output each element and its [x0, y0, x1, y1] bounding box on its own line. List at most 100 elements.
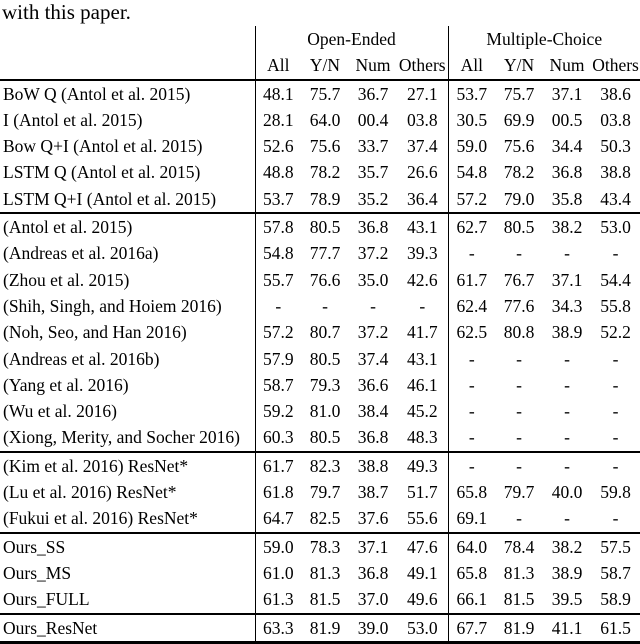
- cell-multiple-choice-all: -: [447, 345, 496, 372]
- column-header-open-ended-all: All: [254, 52, 301, 81]
- cell-multiple-choice-others: 43.4: [600, 188, 631, 209]
- table-row: LSTM Q+I (Antol et al. 2015) 53.7 78.9 35.2…: [0, 185, 640, 214]
- paragraph-text: with this paper.: [2, 0, 131, 24]
- cell-open-ended-yn: 81.3: [309, 562, 341, 583]
- cell-open-ended-yn: 78.3: [301, 531, 349, 560]
- cell-open-ended-num: 37.2: [357, 322, 389, 343]
- cell-multiple-choice-num: -: [564, 374, 570, 395]
- cell-open-ended-all: 59.2: [254, 398, 301, 425]
- cell-open-ended-yn: 80.7: [309, 322, 341, 343]
- row-label: (Kim et al. 2016) ResNet*: [0, 450, 255, 480]
- cell-multiple-choice-others: -: [591, 450, 640, 480]
- row-label: BoW Q (Antol et al. 2015): [3, 83, 191, 104]
- cell-multiple-choice-yn: -: [516, 243, 522, 264]
- cell-multiple-choice-num: 41.1: [543, 612, 592, 644]
- cell-open-ended-num: 38.7: [357, 482, 389, 503]
- cell-open-ended-yn: 75.6: [309, 136, 341, 157]
- cell-multiple-choice-num: 38.9: [551, 562, 583, 583]
- cell-multiple-choice-num: 37.1: [551, 269, 583, 290]
- cell-multiple-choice-num: -: [564, 348, 570, 369]
- column-header-multiple-choice-others: Others: [591, 52, 640, 81]
- cell-open-ended-others: 37.4: [406, 136, 438, 157]
- cell-multiple-choice-num: 39.5: [551, 589, 583, 610]
- cell-multiple-choice-others: 54.4: [600, 269, 631, 290]
- cell-multiple-choice-yn: 75.7: [503, 83, 535, 104]
- row-label: Ours_SS: [0, 531, 255, 560]
- cell-open-ended-yn: 77.7: [309, 243, 341, 264]
- results-table: Open-Ended Multiple-Choice All Y/N Num O…: [0, 26, 640, 644]
- table-row: (Andreas et al. 2016a) 54.8 77.7 37.2 39.3- -…: [0, 240, 640, 267]
- cell-open-ended-num: 00.4: [357, 109, 389, 130]
- table-row: (Kim et al. 2016) ResNet* 61.7 82.3 38.8 49.…: [0, 450, 640, 480]
- cell-open-ended-yn: 64.0: [309, 109, 341, 130]
- cell-open-ended-num: 33.7: [357, 136, 389, 157]
- cell-open-ended-all: -: [254, 292, 301, 320]
- cell-multiple-choice-all: 57.2: [447, 185, 496, 214]
- cell-multiple-choice-others: 59.8: [600, 482, 631, 503]
- cell-open-ended-all: 57.2: [254, 319, 301, 346]
- cell-open-ended-yn: 76.6: [309, 269, 341, 290]
- row-label: (Noh, Seo, and Han 2016): [3, 322, 187, 343]
- cell-open-ended-all: 59.0: [254, 531, 301, 560]
- cell-open-ended-all: 61.0: [254, 559, 301, 587]
- cell-multiple-choice-others: 58.9: [600, 589, 631, 610]
- cell-multiple-choice-others: 50.3: [600, 136, 631, 157]
- cell-multiple-choice-others: 52.2: [600, 322, 631, 343]
- cell-open-ended-yn: 82.5: [309, 508, 341, 529]
- row-label: (Yang et al. 2016): [3, 374, 129, 395]
- table-row: (Xiong, Merity, and Socher 2016) 60.3 80.5…: [0, 424, 640, 452]
- cell-multiple-choice-yn: -: [495, 450, 544, 480]
- cell-multiple-choice-others: -: [612, 427, 619, 448]
- cell-open-ended-all: 55.7: [254, 266, 301, 293]
- cell-multiple-choice-num: 36.8: [551, 162, 583, 183]
- cell-open-ended-others: 39.3: [406, 243, 438, 264]
- cell-open-ended-yn: 81.9: [301, 612, 349, 644]
- table-row: (Andreas et al. 2016b) 57.9 80.5 37.4 43.1- -…: [0, 345, 640, 372]
- cell-multiple-choice-num: 38.2: [543, 531, 592, 560]
- corner-cell: [0, 52, 255, 81]
- cell-open-ended-yn: 80.5: [309, 348, 341, 369]
- cell-multiple-choice-all: 30.5: [447, 106, 496, 134]
- cell-open-ended-yn: 80.5: [301, 212, 349, 241]
- table-row: Ours_FULL 61.3 81.5 37.0 49.6 66.1 81.5 39.5 58.…: [0, 586, 640, 614]
- cell-open-ended-all: 53.7: [254, 185, 301, 214]
- cell-multiple-choice-num: -: [564, 243, 570, 264]
- cell-multiple-choice-num: 37.1: [551, 83, 583, 104]
- cell-multiple-choice-yn: 80.8: [503, 322, 535, 343]
- cell-multiple-choice-yn: 80.5: [495, 212, 544, 241]
- cell-open-ended-others: 41.7: [406, 322, 438, 343]
- row-label: Ours_MS: [3, 562, 72, 583]
- cell-multiple-choice-yn: -: [516, 348, 522, 369]
- row-label: (Shih, Singh, and Hoiem 2016): [3, 295, 222, 316]
- cell-open-ended-yn: 79.3: [309, 374, 341, 395]
- cell-multiple-choice-all: -: [447, 371, 496, 399]
- cell-multiple-choice-yn: -: [516, 427, 522, 448]
- cell-multiple-choice-num: 35.8: [551, 188, 583, 209]
- cell-open-ended-others: 26.6: [406, 162, 438, 183]
- cell-multiple-choice-others: -: [612, 508, 619, 529]
- cell-open-ended-yn: -: [322, 295, 328, 316]
- cell-open-ended-others: 46.1: [406, 374, 438, 395]
- column-group-multiple-choice: Multiple-Choice: [447, 26, 640, 53]
- cell-multiple-choice-others: 38.6: [600, 83, 631, 104]
- cell-multiple-choice-all: 66.1: [447, 586, 496, 614]
- column-header-open-ended-num: Num: [349, 52, 397, 81]
- cell-multiple-choice-yn: 78.2: [503, 162, 535, 183]
- cell-multiple-choice-others: -: [612, 374, 619, 395]
- cell-multiple-choice-all: 61.7: [447, 266, 496, 293]
- row-label: LSTM Q+I (Antol et al. 2015): [3, 188, 217, 209]
- cell-open-ended-others: 49.6: [406, 589, 438, 610]
- cell-open-ended-num: 37.1: [349, 531, 397, 560]
- cell-multiple-choice-all: 65.8: [447, 559, 496, 587]
- cell-open-ended-all: 48.8: [254, 159, 301, 186]
- row-label: Ours_FULL: [3, 589, 90, 610]
- cell-multiple-choice-others: 38.8: [600, 162, 631, 183]
- row-label: I (Antol et al. 2015): [3, 109, 143, 130]
- cell-multiple-choice-yn: 79.7: [503, 482, 535, 503]
- cell-multiple-choice-num: 34.3: [551, 295, 583, 316]
- table-row: I (Antol et al. 2015) 28.1 64.0 00.4 03.8 30.…: [0, 106, 640, 134]
- cell-open-ended-num: 38.4: [357, 401, 389, 422]
- cell-multiple-choice-all: 54.8: [447, 159, 496, 186]
- row-label: (Lu et al. 2016) ResNet*: [3, 482, 177, 503]
- cell-multiple-choice-all: 53.7: [447, 79, 496, 107]
